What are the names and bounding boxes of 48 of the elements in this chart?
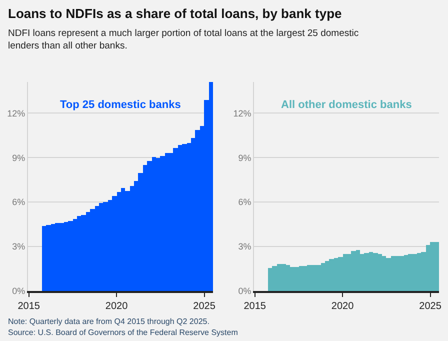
bar xyxy=(182,144,187,291)
y-tick-label: 6% xyxy=(12,197,26,208)
bar xyxy=(408,254,414,291)
bar xyxy=(81,215,86,291)
bar xyxy=(272,266,278,291)
bar xyxy=(160,156,165,291)
bar xyxy=(386,258,392,291)
y-tick-label: 12% xyxy=(7,108,26,118)
bar xyxy=(112,196,117,291)
bar xyxy=(294,267,300,291)
y-tick-label: 3% xyxy=(12,242,26,252)
y-tick-label: 9% xyxy=(238,152,252,163)
y-tick-label: 6% xyxy=(238,197,252,208)
bar xyxy=(329,259,334,291)
y-tick-label: 0% xyxy=(238,286,252,296)
bar xyxy=(195,130,200,291)
y-tick-label: 9% xyxy=(12,152,26,163)
x-tick-label: 2025 xyxy=(419,300,442,312)
y-tick-label: 0% xyxy=(12,286,26,296)
x-tick-label: 2020 xyxy=(105,300,128,312)
bar xyxy=(430,242,436,291)
bar xyxy=(46,225,51,291)
bar xyxy=(338,257,344,291)
bar xyxy=(351,251,356,291)
bar xyxy=(316,265,322,291)
bar xyxy=(147,161,152,291)
bar xyxy=(103,202,108,291)
text: Note: Quarterly data are from Q4 2015 through Q2 2025. xyxy=(8,317,210,326)
bar xyxy=(281,264,286,291)
y-tick-label: 3% xyxy=(238,242,252,252)
bar xyxy=(399,256,404,291)
bar xyxy=(373,253,378,291)
bar xyxy=(68,221,73,291)
x-tick-label: 2020 xyxy=(331,300,354,312)
bar xyxy=(90,209,95,291)
source-note: Source: U.S. Board of Governors of the Federal Reserve System xyxy=(8,328,238,337)
bar xyxy=(55,223,60,291)
text: All other domestic banks xyxy=(281,99,412,111)
bar xyxy=(307,265,312,291)
bar xyxy=(364,253,370,291)
x-tick-label: 2025 xyxy=(193,300,216,312)
bar xyxy=(173,148,178,291)
text: Top 25 domestic banks xyxy=(60,99,181,111)
chart-title: Loans to NDFIs as a share of total loans, by bank type xyxy=(8,6,342,21)
y-tick-label: 12% xyxy=(233,108,252,118)
x-tick-label: 2015 xyxy=(18,300,40,312)
chart-subtitle: NDFI loans represent a much larger portion of total loans at the largest 25 domestic lenders than all other banks. xyxy=(8,28,359,52)
x-tick-label: 2015 xyxy=(244,300,266,312)
